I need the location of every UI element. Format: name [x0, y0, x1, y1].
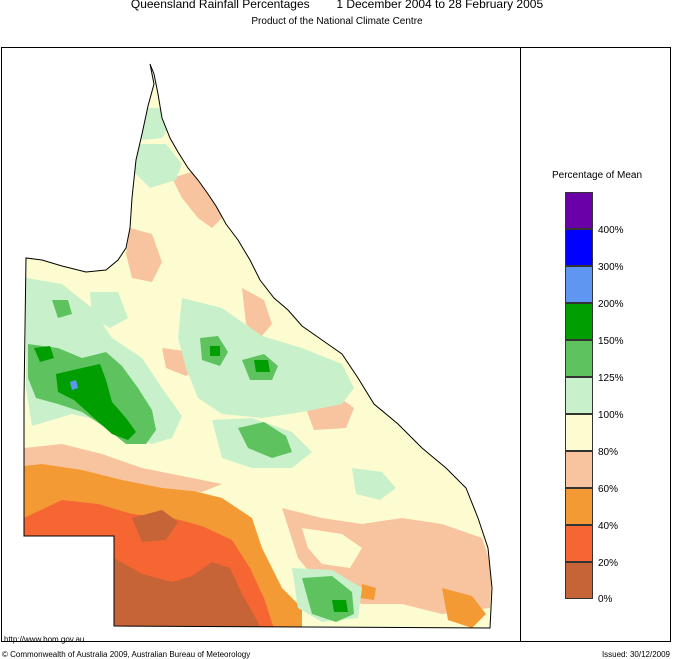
- legend-label-150: 150%: [598, 336, 624, 347]
- class-100-125-peninsula: [132, 144, 182, 188]
- legend-swatch-300: [565, 229, 593, 266]
- legend-title: Percentage of Mean: [552, 170, 643, 181]
- legend-swatch-200: [565, 266, 593, 303]
- legend-swatch-40: [565, 488, 593, 525]
- class-60-80-peninsula-west: [126, 228, 162, 282]
- legend-color-bar: [565, 192, 593, 599]
- class-40-60-se-small: [360, 584, 376, 600]
- source-url: http://www.bom.gov.au: [4, 635, 85, 644]
- queensland-rainfall-map: [23, 63, 493, 629]
- legend-label-400: 400%: [598, 225, 624, 236]
- legend-swatch-20: [565, 525, 593, 562]
- class-125-150-small-north: [52, 300, 72, 318]
- class-125-150-central-c: [238, 422, 292, 458]
- legend-label-80: 80%: [598, 447, 619, 458]
- legend-swatch-0: [565, 562, 593, 599]
- legend-label-60: 60%: [598, 484, 619, 495]
- map-subtitle: Product of the National Climate Centre: [251, 16, 423, 27]
- map-frame: [1, 47, 671, 642]
- class-60-80-coast: [242, 288, 272, 338]
- queensland-outline: [23, 63, 493, 629]
- legend-divider: [520, 47, 521, 642]
- class-40-60-southeast: [442, 588, 486, 628]
- legend-label-20: 20%: [598, 558, 619, 569]
- legend-label-200: 200%: [598, 299, 624, 310]
- class-150-200-small-d: [210, 346, 220, 356]
- class-150-200-small-a: [34, 346, 54, 362]
- legend-swatch-80: [565, 414, 593, 451]
- legend-label-300: 300%: [598, 262, 624, 273]
- class-100-125-east: [352, 468, 396, 500]
- class-60-80-west: [24, 444, 222, 492]
- class-0-20-southwest: [114, 558, 264, 628]
- legend-swatch-150: [565, 303, 593, 340]
- class-200-300-spot: [70, 380, 78, 390]
- legend-label-125: 125%: [598, 373, 624, 384]
- class-100-125-northwest: [90, 292, 128, 328]
- map-title: Queensland Rainfall Percentages 1 Decemb…: [130, 0, 544, 11]
- class-80-100-southeast-patch: [302, 528, 362, 568]
- legend-label-40: 40%: [598, 521, 619, 532]
- class-150-200-small-c: [332, 600, 348, 612]
- issued-date: Issued: 30/12/2009: [601, 650, 670, 659]
- copyright-notice: © Commonwealth of Australia 2009, Austra…: [2, 650, 251, 659]
- legend-label-100: 100%: [598, 410, 624, 421]
- class-0-20-central: [132, 510, 178, 542]
- legend-label-0: 0%: [598, 594, 613, 605]
- legend-swatch-100: [565, 377, 593, 414]
- class-150-200-small-b: [254, 360, 270, 372]
- legend-swatch-60: [565, 451, 593, 488]
- legend-swatch-400: [565, 192, 593, 229]
- legend-swatch-125: [565, 340, 593, 377]
